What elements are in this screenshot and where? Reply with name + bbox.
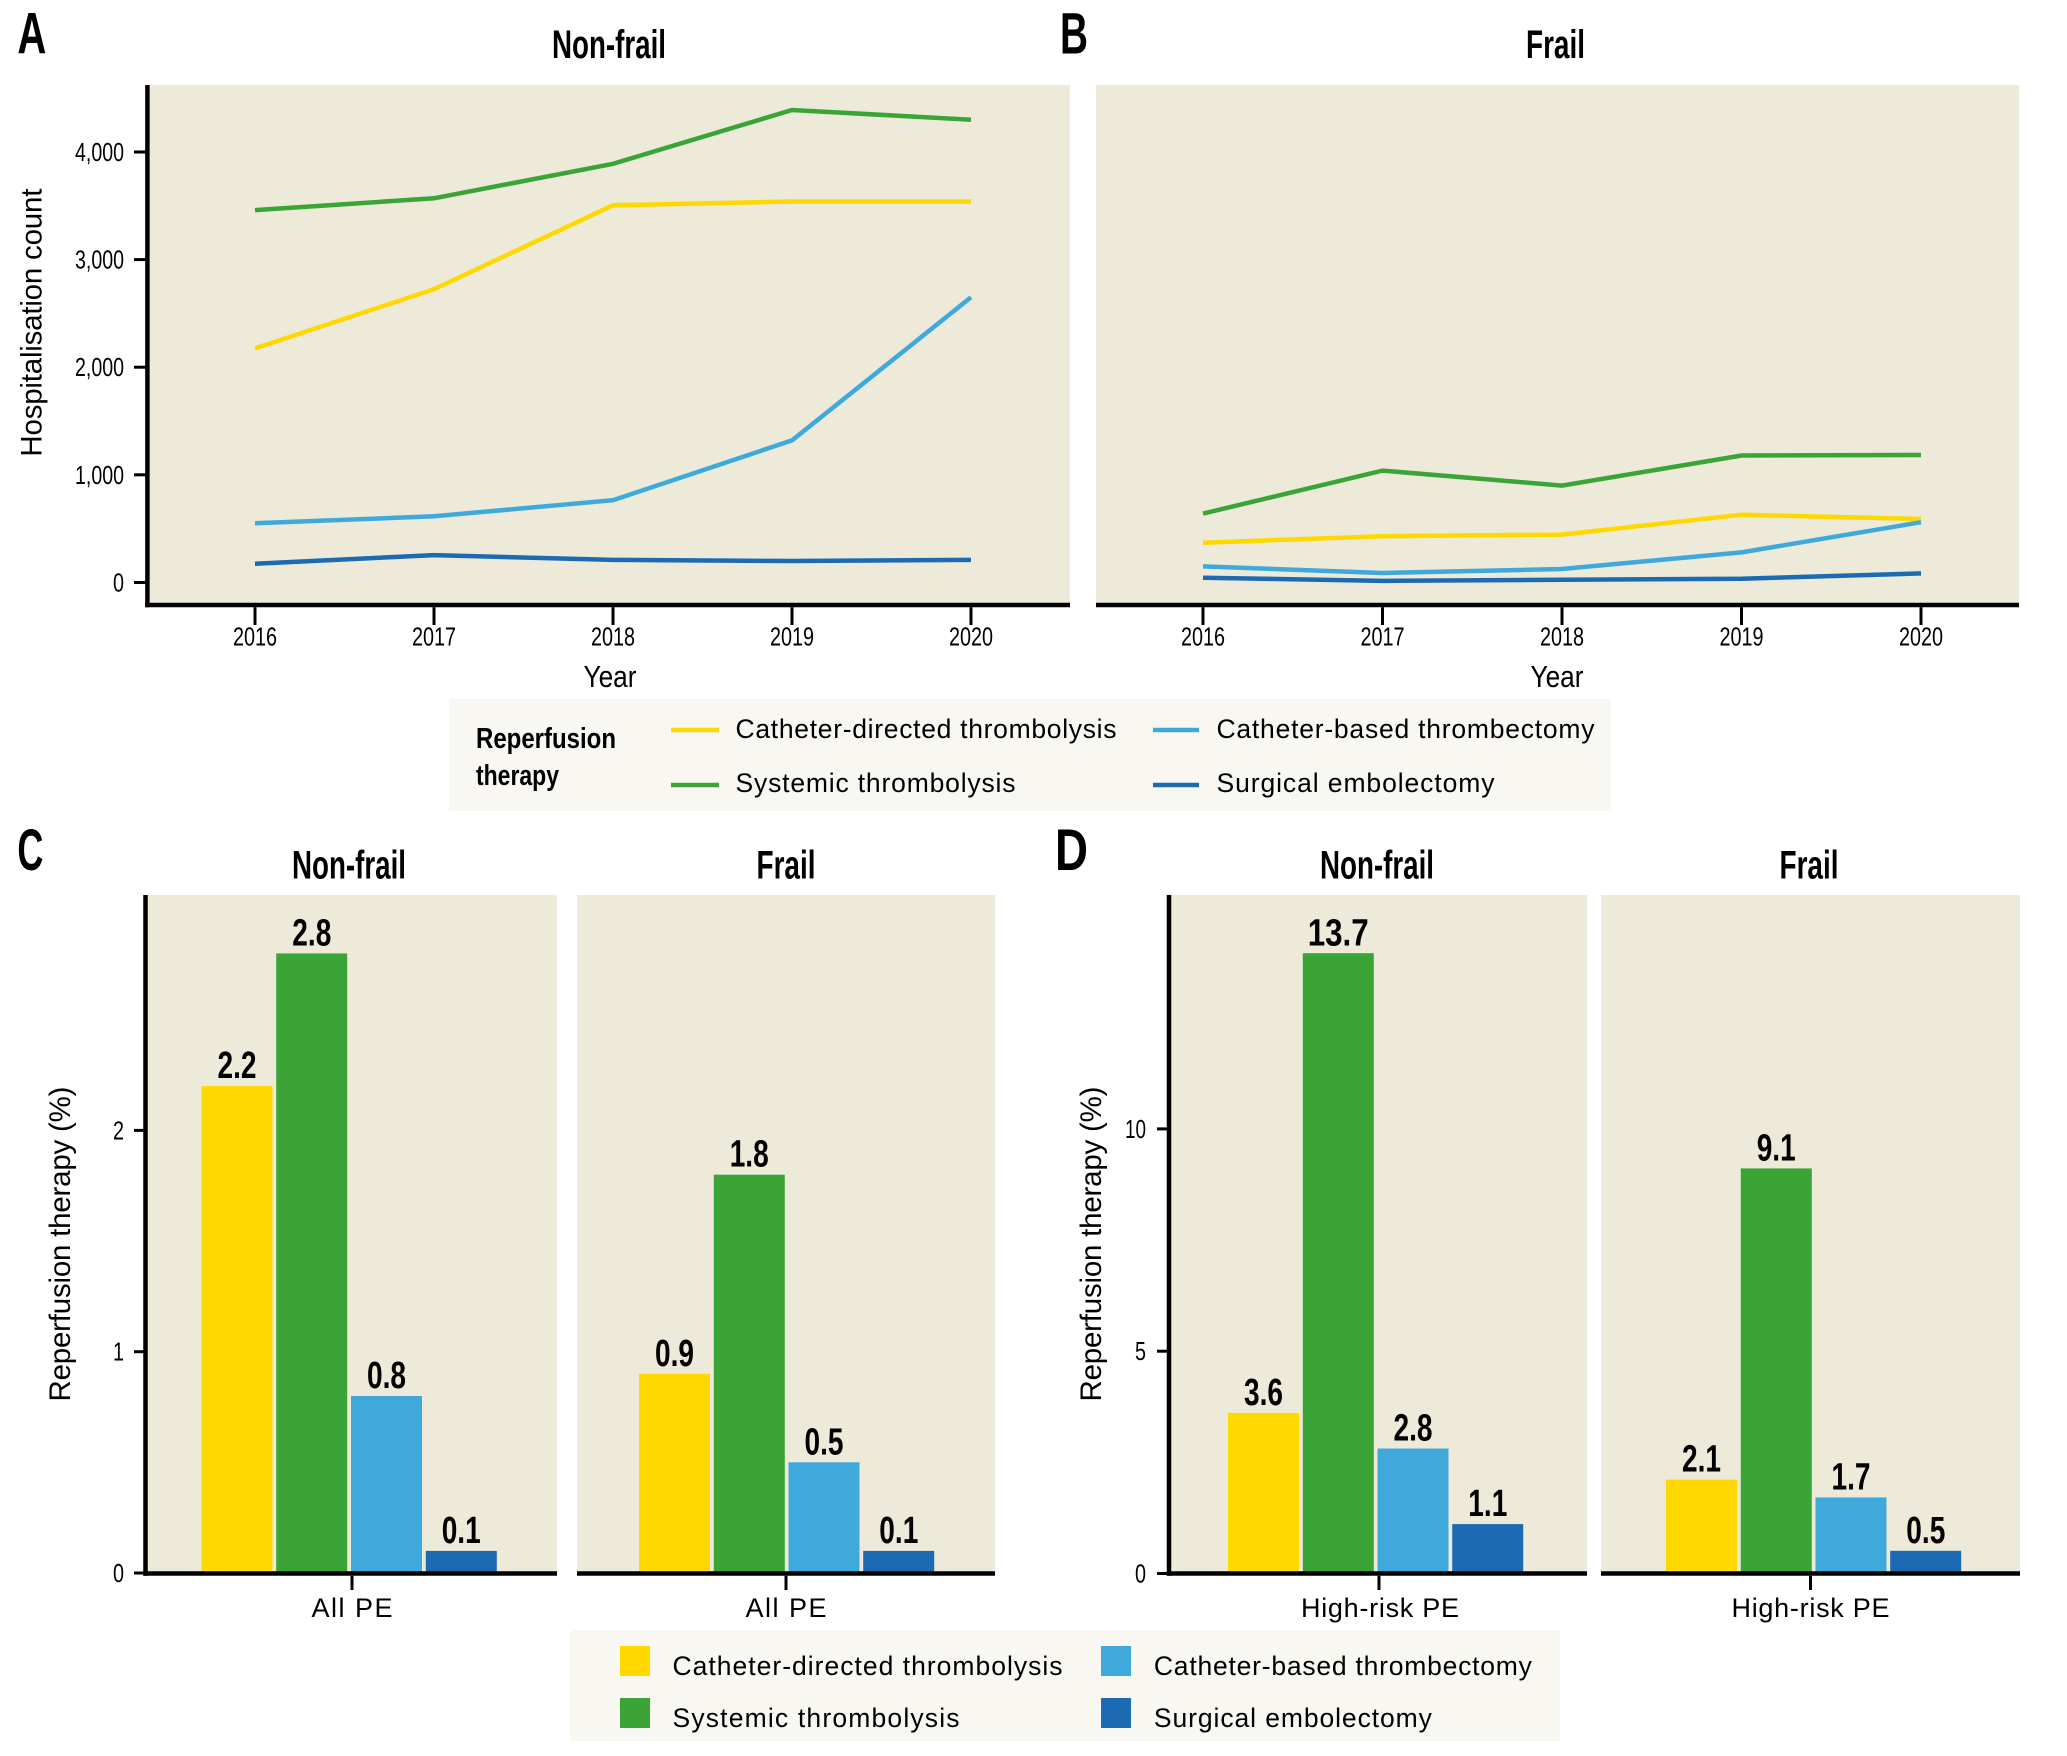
- svg-text:3,000: 3,000: [75, 245, 124, 275]
- svg-text:2016: 2016: [233, 622, 277, 652]
- svg-text:3.6: 3.6: [1244, 1372, 1283, 1414]
- svg-text:2.8: 2.8: [1394, 1408, 1433, 1450]
- svg-text:2016: 2016: [1181, 622, 1225, 652]
- svg-text:All PE: All PE: [312, 1593, 393, 1623]
- svg-text:1.1: 1.1: [1468, 1483, 1507, 1525]
- svg-text:B: B: [1060, 1, 1088, 66]
- svg-text:1,000: 1,000: [75, 460, 124, 490]
- svg-text:13.7: 13.7: [1308, 912, 1369, 954]
- svg-text:2.8: 2.8: [292, 912, 331, 954]
- svg-text:Catheter-based thrombectomy: Catheter-based thrombectomy: [1154, 1651, 1533, 1681]
- svg-text:Reperfusion therapy (%): Reperfusion therapy (%): [1075, 1087, 1108, 1402]
- svg-text:0.1: 0.1: [442, 1510, 481, 1552]
- svg-text:Systemic thrombolysis: Systemic thrombolysis: [673, 1703, 960, 1733]
- svg-text:0: 0: [113, 568, 124, 598]
- svg-text:0: 0: [1135, 1559, 1146, 1589]
- svg-text:C: C: [17, 818, 43, 883]
- svg-text:Catheter-directed thrombolysis: Catheter-directed thrombolysis: [736, 714, 1117, 744]
- svg-text:Reperfusion: Reperfusion: [476, 723, 616, 755]
- svg-text:Non-frail: Non-frail: [1320, 844, 1434, 888]
- svg-text:5: 5: [1135, 1336, 1146, 1366]
- svg-text:0.8: 0.8: [367, 1355, 406, 1397]
- svg-text:10: 10: [1125, 1114, 1146, 1144]
- svg-text:2,000: 2,000: [75, 352, 124, 382]
- svg-text:9.1: 9.1: [1757, 1127, 1796, 1169]
- svg-text:2017: 2017: [1361, 622, 1405, 652]
- svg-text:1.7: 1.7: [1832, 1456, 1871, 1498]
- svg-text:Reperfusion therapy (%): Reperfusion therapy (%): [44, 1087, 77, 1402]
- svg-text:Non-frail: Non-frail: [552, 23, 666, 67]
- svg-text:Systemic thrombolysis: Systemic thrombolysis: [736, 768, 1016, 798]
- svg-text:2019: 2019: [770, 622, 814, 652]
- svg-text:2.1: 2.1: [1682, 1439, 1721, 1481]
- svg-text:Catheter-directed thrombolysis: Catheter-directed thrombolysis: [673, 1651, 1063, 1681]
- svg-text:Surgical embolectomy: Surgical embolectomy: [1154, 1703, 1433, 1733]
- svg-text:0.9: 0.9: [655, 1333, 694, 1375]
- svg-text:Year: Year: [584, 659, 637, 694]
- svg-text:4,000: 4,000: [75, 137, 124, 167]
- svg-text:2018: 2018: [591, 622, 635, 652]
- svg-text:High-risk PE: High-risk PE: [1301, 1593, 1459, 1623]
- svg-text:0.1: 0.1: [879, 1510, 918, 1552]
- svg-text:Frail: Frail: [1526, 23, 1585, 67]
- svg-text:2017: 2017: [412, 622, 456, 652]
- svg-text:Catheter-based thrombectomy: Catheter-based thrombectomy: [1217, 714, 1596, 744]
- svg-text:Non-frail: Non-frail: [292, 844, 406, 888]
- svg-text:Hospitalisation count: Hospitalisation count: [16, 189, 49, 457]
- svg-text:2020: 2020: [949, 622, 993, 652]
- svg-text:2: 2: [113, 1115, 124, 1145]
- svg-text:Year: Year: [1531, 659, 1584, 694]
- svg-text:2.2: 2.2: [218, 1045, 257, 1087]
- svg-text:therapy: therapy: [476, 760, 559, 792]
- svg-text:2020: 2020: [1899, 622, 1943, 652]
- svg-text:0.5: 0.5: [1906, 1510, 1945, 1552]
- svg-text:2018: 2018: [1540, 622, 1584, 652]
- svg-text:2019: 2019: [1720, 622, 1764, 652]
- svg-text:All PE: All PE: [746, 1593, 827, 1623]
- svg-text:D: D: [1055, 818, 1088, 883]
- svg-text:1: 1: [113, 1337, 124, 1367]
- svg-text:A: A: [17, 1, 46, 66]
- svg-text:High-risk PE: High-risk PE: [1732, 1593, 1890, 1623]
- svg-text:1.8: 1.8: [730, 1134, 769, 1176]
- svg-text:Frail: Frail: [1780, 844, 1839, 888]
- svg-text:0.5: 0.5: [805, 1421, 844, 1463]
- svg-text:Surgical embolectomy: Surgical embolectomy: [1217, 768, 1496, 798]
- svg-text:Frail: Frail: [757, 844, 816, 888]
- svg-text:0: 0: [113, 1558, 124, 1588]
